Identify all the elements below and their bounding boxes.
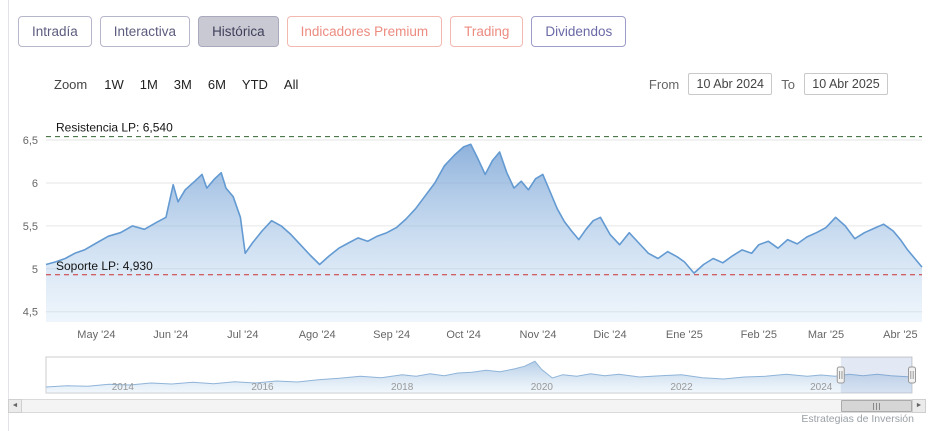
tab-indicadores-premium[interactable]: Indicadores Premium [286,16,443,47]
thumb-grip-icon [872,402,874,410]
y-axis-label: 6 [32,178,38,190]
zoom-label: Zoom [54,76,88,92]
navigator-selection[interactable] [840,357,912,393]
tab-bar: Intradía Interactiva Histórica Indicador… [18,16,627,47]
zoom-all-button[interactable]: All [277,75,305,94]
zoom-1m-button[interactable]: 1M [133,75,165,94]
price-area [46,144,922,322]
navigator-area [46,361,912,393]
x-axis-label: Ago '24 [299,329,336,341]
x-axis-label: Jul '24 [227,329,258,341]
tab-trading[interactable]: Trading [450,16,524,47]
x-axis-label: Abr '25 [883,329,918,341]
x-axis-label: Mar '25 [808,329,844,341]
navigator-year-label: 2014 [112,382,135,393]
left-border [8,0,9,431]
navigator-year-label: 2016 [251,382,274,393]
scrollbar-left-arrow-icon[interactable]: ◄ [8,399,22,413]
thumb-grip-icon [878,402,880,410]
to-date-input[interactable] [804,73,888,95]
x-axis-label: Ene '25 [666,329,703,341]
scrollbar-right-arrow-icon[interactable]: ► [912,399,926,413]
x-axis-label: Nov '24 [520,329,557,341]
navigator-line [45,360,913,388]
from-label: From [648,76,680,92]
x-axis-label: Oct '24 [446,329,481,341]
zoom-3m-button[interactable]: 3M [167,75,199,94]
watermark: Estrategias de Inversión [801,413,914,425]
zoom-6m-button[interactable]: 6M [201,75,233,94]
to-label: To [781,76,795,92]
navigator-chart[interactable]: 2014 2016 2018 2020 2022 2024 [0,350,938,398]
price-line [45,143,923,274]
tab-interactiva[interactable]: Interactiva [99,16,191,47]
range-toolbar: Zoom 1W 1M 3M 6M YTD All From To [54,72,888,96]
zoom-ytd-button[interactable]: YTD [235,75,275,94]
y-axis-label: 4,5 [23,307,38,319]
x-axis-label: Feb '25 [741,329,777,341]
x-axis-label: Jun '24 [153,329,188,341]
navigator-handle-left[interactable] [836,366,845,384]
tab-historica[interactable]: Histórica [198,16,279,47]
tab-dividendos[interactable]: Dividendos [531,16,627,47]
scrollbar: ◄ ► [8,399,926,413]
navigator-handle-right[interactable] [908,366,916,384]
support-label: Soporte LP: 4,930 [56,259,153,273]
scrollbar-thumb[interactable] [840,400,912,412]
x-axis-label: May '24 [77,329,115,341]
resistance-label: Resistencia LP: 6,540 [56,121,173,135]
from-date-input[interactable] [688,73,773,95]
y-axis-label: 6,5 [23,135,38,147]
zoom-1w-button[interactable]: 1W [97,75,131,94]
navigator-year-label: 2018 [391,382,414,393]
tab-intradia[interactable]: Intradía [18,16,92,47]
scrollbar-track[interactable] [22,399,912,413]
y-axis-label: 5 [32,264,38,276]
y-axis-label: 5,5 [23,221,38,233]
navigator-year-label: 2022 [670,382,693,393]
thumb-grip-icon [875,402,877,410]
price-chart[interactable]: 4,5 5 5,5 6 6,5 May '24 Jun '24 Jul '24 Ago '24 S… [0,100,938,348]
x-axis-label: Sep '24 [373,329,410,341]
navigator-year-label: 2024 [810,382,833,393]
x-axis-label: Dic '24 [593,329,626,341]
navigator-year-label: 2020 [531,382,554,393]
